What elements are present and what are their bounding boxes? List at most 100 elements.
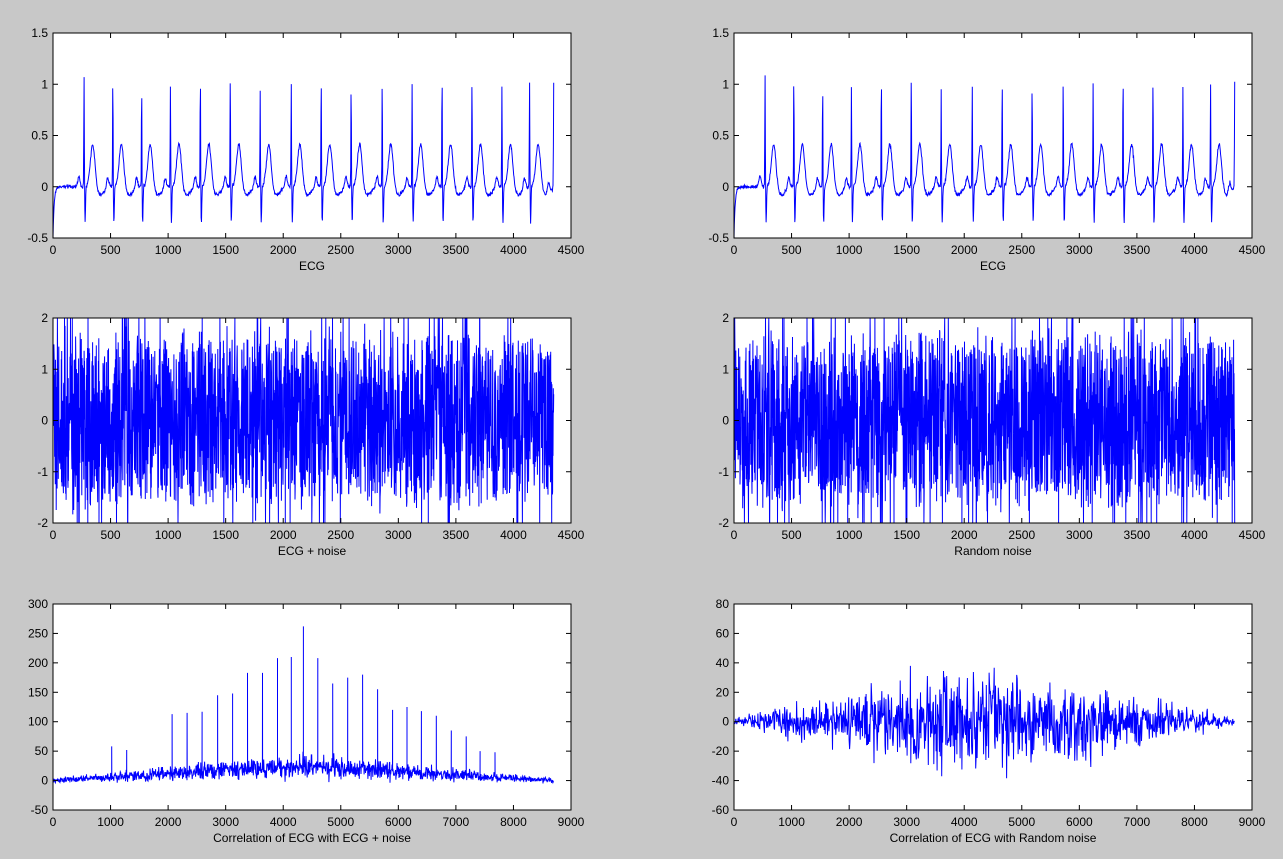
- y-tick-label: 1.5: [31, 26, 48, 40]
- subplot-4: 0 500 1000 1500 2000 2500 3000 3500 4000 4500 -2 -1…: [718, 311, 1265, 558]
- y-tick-label: -60: [712, 803, 730, 817]
- x-tick-label: 2000: [270, 243, 297, 257]
- x-tick-label: 5000: [1008, 815, 1035, 829]
- x-tick-label: 4500: [558, 528, 585, 542]
- y-tick-label: -2: [718, 516, 729, 530]
- axes-background: [734, 604, 1252, 810]
- y-tick-label: 100: [28, 715, 48, 729]
- axes-background: [53, 33, 571, 238]
- y-tick-label: 1.5: [712, 26, 729, 40]
- y-tick-label: -1: [37, 465, 48, 479]
- x-tick-label: 3500: [443, 243, 470, 257]
- y-tick-label: -50: [31, 803, 49, 817]
- y-tick-label: 0.5: [31, 129, 48, 143]
- y-tick-label: 0: [722, 180, 729, 194]
- y-tick-label: 0.5: [712, 129, 729, 143]
- x-tick-label: 8000: [500, 815, 527, 829]
- subplot-1: 0 500 1000 1500 2000 2500 3000 3500 4000 4500 -0.5…: [27, 26, 584, 273]
- x-tick-label: 3500: [443, 528, 470, 542]
- y-tick-label: -20: [712, 744, 730, 758]
- x-tick-label: 500: [101, 243, 121, 257]
- x-tick-label: 2000: [951, 243, 978, 257]
- x-tick-label: 3500: [1124, 528, 1151, 542]
- x-tick-label: 3000: [212, 815, 239, 829]
- series-line: [734, 665, 1235, 779]
- x-tick-label: 1500: [212, 528, 239, 542]
- x-tick-label: 4000: [270, 815, 297, 829]
- subplot-3: 0 500 1000 1500 2000 2500 3000 3500 4000 4500 -2 -1…: [37, 311, 584, 558]
- y-tick-label: 1: [41, 77, 48, 91]
- x-tick-label: 3000: [385, 243, 412, 257]
- subplot-2: 0 500 1000 1500 2000 2500 3000 3500 4000 4500 -0.5…: [708, 26, 1265, 273]
- y-tick-label: 60: [716, 626, 730, 640]
- series-line: [734, 318, 1236, 523]
- subplot-6: 0 1000 2000 3000 4000 5000 6000 7000 8000 9000 -60…: [712, 597, 1266, 845]
- x-tick-label: 500: [782, 528, 802, 542]
- y-tick-label: 0: [41, 414, 48, 428]
- x-tick-label: 2500: [1008, 243, 1035, 257]
- x-tick-label: 4000: [500, 528, 527, 542]
- x-tick-label: 1000: [836, 528, 863, 542]
- y-tick-label: 250: [28, 626, 48, 640]
- x-tick-label: 0: [731, 815, 738, 829]
- y-tick-label: 0: [41, 180, 48, 194]
- x-tick-label: 1500: [212, 243, 239, 257]
- x-axis-label: Correlation of ECG with Random noise: [890, 831, 1097, 845]
- y-tick-label: 200: [28, 656, 48, 670]
- y-tick-label: 2: [41, 311, 48, 325]
- y-tick-label: -2: [37, 516, 48, 530]
- series-line: [53, 77, 555, 238]
- x-tick-label: 9000: [1239, 815, 1266, 829]
- x-axis-label: Random noise: [954, 544, 1032, 558]
- x-tick-label: 7000: [443, 815, 470, 829]
- x-axis-label: Correlation of ECG with ECG + noise: [213, 831, 411, 845]
- y-tick-label: 40: [716, 656, 730, 670]
- x-tick-label: 0: [50, 243, 57, 257]
- y-tick-label: -0.5: [27, 231, 48, 245]
- x-tick-label: 3500: [1124, 243, 1151, 257]
- x-tick-label: 2000: [951, 528, 978, 542]
- x-tick-label: 4500: [558, 243, 585, 257]
- y-tick-label: 1: [41, 362, 48, 376]
- x-tick-label: 0: [50, 815, 57, 829]
- x-tick-label: 9000: [558, 815, 585, 829]
- x-tick-label: 4500: [1239, 243, 1266, 257]
- x-tick-label: 8000: [1181, 815, 1208, 829]
- x-tick-label: 4000: [1181, 243, 1208, 257]
- x-tick-label: 1000: [97, 815, 124, 829]
- y-tick-label: 80: [716, 597, 730, 611]
- y-tick-label: 2: [722, 311, 729, 325]
- y-tick-label: 300: [28, 597, 48, 611]
- y-tick-label: 150: [28, 685, 48, 699]
- x-tick-label: 1000: [155, 528, 182, 542]
- x-tick-label: 4000: [1181, 528, 1208, 542]
- y-tick-label: 0: [722, 414, 729, 428]
- x-tick-label: 500: [101, 528, 121, 542]
- x-tick-label: 3000: [385, 528, 412, 542]
- x-tick-label: 1000: [155, 243, 182, 257]
- x-tick-label: 0: [50, 528, 57, 542]
- y-tick-label: -40: [712, 774, 730, 788]
- series-line: [734, 75, 1236, 238]
- y-tick-label: 20: [716, 685, 730, 699]
- y-tick-label: 0: [41, 774, 48, 788]
- y-tick-label: 1: [722, 362, 729, 376]
- x-tick-label: 0: [731, 528, 738, 542]
- x-tick-label: 6000: [1066, 815, 1093, 829]
- x-tick-label: 2000: [270, 528, 297, 542]
- x-tick-label: 1000: [778, 815, 805, 829]
- x-tick-label: 3000: [893, 815, 920, 829]
- x-tick-label: 2500: [327, 528, 354, 542]
- x-tick-label: 2000: [155, 815, 182, 829]
- x-axis-label: ECG + noise: [278, 544, 347, 558]
- x-tick-label: 4000: [500, 243, 527, 257]
- x-tick-label: 3000: [1066, 243, 1093, 257]
- x-tick-label: 1000: [836, 243, 863, 257]
- axes-frame: [733, 603, 1253, 811]
- x-tick-label: 0: [731, 243, 738, 257]
- axes-frame: [52, 603, 572, 811]
- x-tick-label: 6000: [385, 815, 412, 829]
- x-tick-label: 3000: [1066, 528, 1093, 542]
- x-tick-label: 1500: [893, 528, 920, 542]
